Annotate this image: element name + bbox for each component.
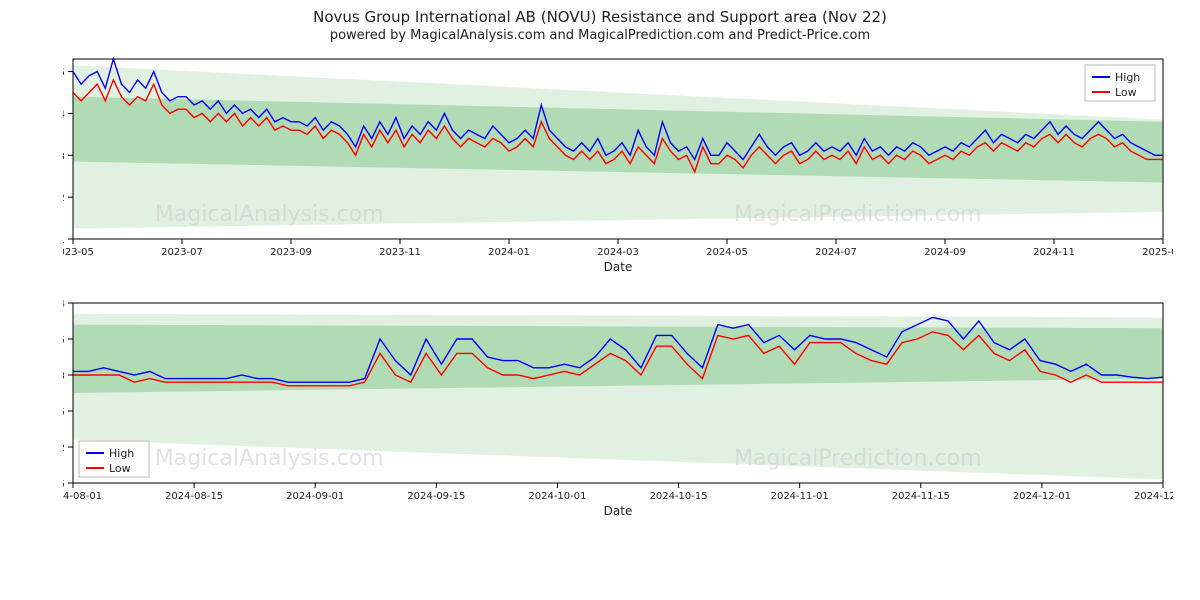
chart2-wrap: MagicalAnalysis.com MagicalPrediction.com…: [63, 293, 1167, 523]
watermark-left: MagicalAnalysis.com: [155, 446, 384, 471]
xtick-label: 2024-11: [1033, 247, 1075, 258]
xtick-label: 2024-09-15: [407, 491, 465, 502]
chart-subtitle: powered by MagicalAnalysis.com and Magic…: [8, 28, 1192, 43]
xtick-label: 2024-05: [706, 247, 748, 258]
xtick-label: 2024-11-15: [892, 491, 950, 502]
xtick-label: 2024-08-01: [63, 491, 102, 502]
xtick-label: 2025-01: [1142, 247, 1173, 258]
watermark-left: MagicalAnalysis.com: [155, 202, 384, 227]
ytick-label: 3.5: [63, 335, 65, 346]
legend-label-low: Low: [109, 462, 131, 475]
chart-title: Novus Group International AB (NOVU) Resi…: [8, 8, 1192, 26]
ytick-label: 3: [63, 151, 65, 162]
ytick-label: 5: [63, 68, 65, 79]
xtick-label: 2024-10-15: [649, 491, 707, 502]
xtick-label: 2023-11: [379, 247, 421, 258]
xtick-label: 2024-12-15: [1134, 491, 1173, 502]
ytick-label: 2: [63, 193, 65, 204]
xtick-label: 2024-07: [815, 247, 857, 258]
xtick-label: 2024-08-15: [165, 491, 223, 502]
watermark-right: MagicalPrediction.com: [734, 202, 982, 227]
chart1-wrap: MagicalAnalysis.com MagicalPrediction.com…: [63, 49, 1167, 279]
ytick-label: 4: [63, 299, 65, 310]
legend-label-low: Low: [1115, 86, 1137, 99]
xtick-label: 2023-09: [270, 247, 312, 258]
xtick-label: 2024-10-01: [528, 491, 586, 502]
xtick-label: 2024-09: [924, 247, 966, 258]
chart1-svg: MagicalAnalysis.com MagicalPrediction.com…: [63, 49, 1173, 279]
watermark-right: MagicalPrediction.com: [734, 446, 982, 471]
ytick-label: 3: [63, 371, 65, 382]
xlabel: Date: [604, 260, 633, 274]
xtick-label: 2023-07: [161, 247, 203, 258]
xtick-label: 2024-03: [597, 247, 639, 258]
ytick-label: 2.5: [63, 407, 65, 418]
legend-label-high: High: [109, 447, 134, 460]
ytick-label: 1: [63, 235, 65, 246]
chart2-svg: MagicalAnalysis.com MagicalPrediction.com…: [63, 293, 1173, 523]
xtick-label: 2024-01: [488, 247, 530, 258]
xtick-label: 2024-11-01: [771, 491, 829, 502]
ytick-label: 1.5: [63, 479, 65, 490]
ytick-label: 4: [63, 109, 65, 120]
legend-label-high: High: [1115, 71, 1140, 84]
xlabel: Date: [604, 504, 633, 518]
legend: High Low: [1085, 65, 1155, 101]
xtick-label: 2024-09-01: [286, 491, 344, 502]
xtick-label: 2023-05: [63, 247, 94, 258]
legend: High Low: [79, 441, 149, 477]
xtick-label: 2024-12-01: [1013, 491, 1071, 502]
ytick-label: 2: [63, 443, 65, 454]
